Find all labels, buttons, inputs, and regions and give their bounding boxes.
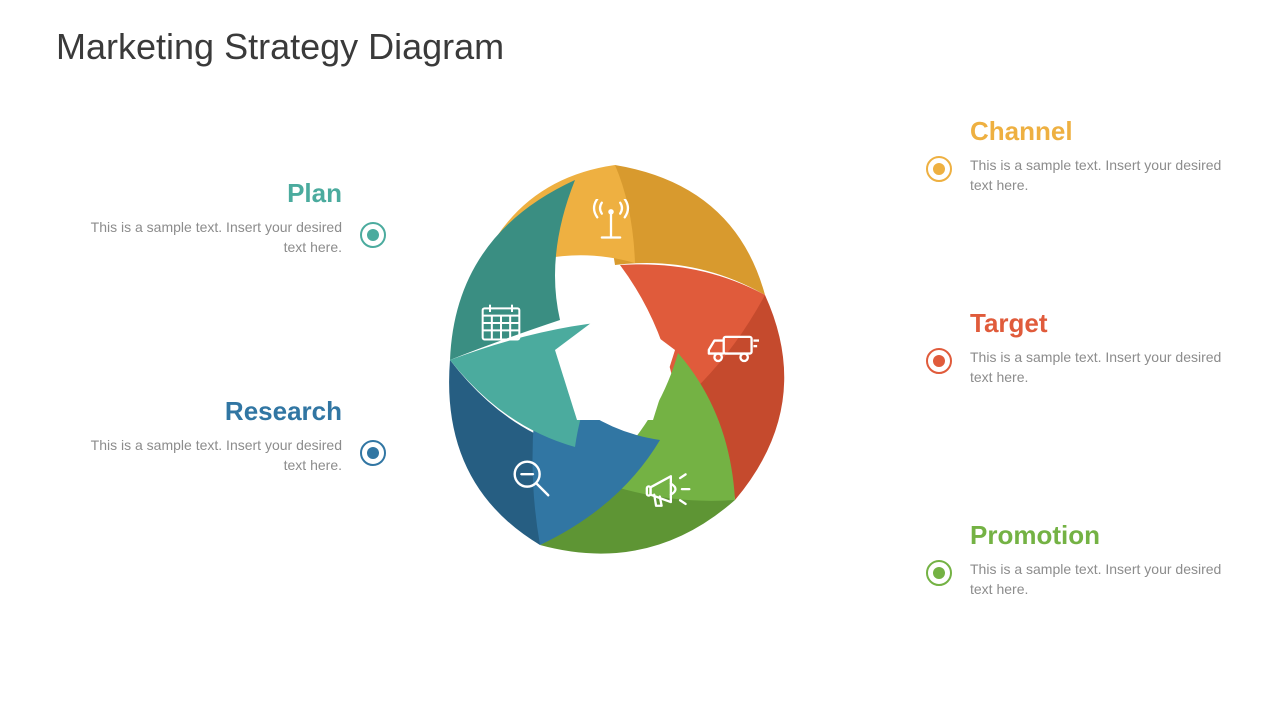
magnifier-icon [503, 450, 559, 506]
megaphone-icon [641, 463, 697, 519]
label-research-desc: This is a sample text. Insert your desir… [82, 435, 342, 476]
label-channel: Channel This is a sample text. Insert yo… [970, 116, 1230, 196]
bullet-plan [360, 222, 386, 248]
label-target-desc: This is a sample text. Insert your desir… [970, 347, 1230, 388]
label-target-title: Target [970, 308, 1230, 339]
label-promotion: Promotion This is a sample text. Insert … [970, 520, 1230, 600]
label-channel-title: Channel [970, 116, 1230, 147]
page-title: Marketing Strategy Diagram [56, 26, 504, 68]
bullet-target [926, 348, 952, 374]
label-research-title: Research [82, 396, 342, 427]
bullet-channel [926, 156, 952, 182]
label-promotion-desc: This is a sample text. Insert your desir… [970, 559, 1230, 600]
antenna-icon [583, 193, 639, 249]
pentagon-cycle-diagram [395, 145, 835, 585]
label-channel-desc: This is a sample text. Insert your desir… [970, 155, 1230, 196]
label-target: Target This is a sample text. Insert you… [970, 308, 1230, 388]
bullet-research [360, 440, 386, 466]
calendar-icon [473, 295, 529, 351]
label-research: Research This is a sample text. Insert y… [82, 396, 342, 476]
label-plan-title: Plan [82, 178, 342, 209]
label-promotion-title: Promotion [970, 520, 1230, 551]
truck-icon [705, 320, 761, 376]
label-plan-desc: This is a sample text. Insert your desir… [82, 217, 342, 258]
label-plan: Plan This is a sample text. Insert your … [82, 178, 342, 258]
bullet-promotion [926, 560, 952, 586]
